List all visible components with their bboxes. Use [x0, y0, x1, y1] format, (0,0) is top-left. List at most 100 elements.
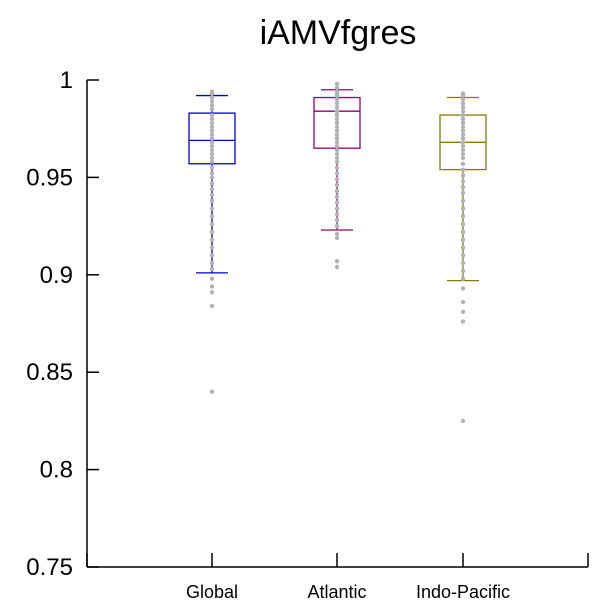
data-point — [460, 268, 466, 274]
data-point — [460, 124, 466, 129]
data-point — [209, 253, 215, 258]
data-point — [209, 171, 215, 176]
data-point — [334, 85, 340, 90]
data-point — [460, 97, 466, 102]
data-point — [209, 132, 215, 137]
data-point — [460, 101, 466, 106]
data-point — [460, 120, 466, 126]
x-tick-label: Indo-Pacific — [416, 582, 510, 602]
data-point — [334, 235, 340, 240]
data-point — [460, 128, 466, 133]
data-point — [460, 184, 466, 190]
data-point — [209, 144, 215, 149]
data-point — [334, 81, 340, 87]
data-point — [209, 112, 215, 118]
data-point — [460, 112, 466, 118]
data-point — [209, 140, 215, 145]
data-point — [460, 229, 466, 235]
data-point — [334, 264, 340, 270]
data-point — [460, 319, 466, 324]
x-tick-label: Atlantic — [307, 582, 366, 602]
data-point — [460, 276, 466, 281]
data-point — [209, 107, 215, 112]
data-point — [209, 124, 215, 129]
data-point — [334, 218, 340, 223]
data-point — [460, 173, 466, 178]
data-point — [460, 253, 466, 258]
data-point — [209, 175, 215, 180]
data-point — [460, 245, 466, 250]
data-point — [334, 136, 340, 141]
data-point — [209, 237, 215, 242]
data-point — [334, 155, 340, 161]
data-point — [334, 97, 340, 102]
data-point — [460, 155, 466, 161]
data-point — [334, 147, 340, 153]
data-point — [460, 147, 466, 153]
data-point — [209, 284, 215, 289]
data-point — [334, 177, 340, 182]
y-tick-label: 1 — [60, 67, 73, 94]
data-point — [334, 194, 340, 200]
x-axis-ticks: Global Atlantic Indo-Pacific — [86, 553, 589, 602]
data-point — [460, 116, 466, 122]
y-tick-label: 0.95 — [26, 164, 73, 191]
data-point — [334, 108, 340, 114]
data-point — [460, 151, 466, 157]
data-point — [334, 112, 340, 118]
data-point — [460, 93, 466, 98]
data-point — [460, 140, 466, 145]
data-point — [460, 132, 466, 137]
data-point — [209, 136, 215, 141]
data-point — [334, 116, 340, 122]
data-point — [209, 99, 215, 104]
data-point — [460, 418, 466, 424]
y-tick-label: 0.9 — [40, 262, 73, 289]
data-point — [334, 128, 340, 133]
data-point — [209, 290, 215, 295]
data-point — [209, 389, 215, 394]
data-point — [334, 140, 340, 145]
data-point — [209, 192, 215, 198]
data-point — [460, 309, 466, 315]
data-point — [460, 105, 466, 110]
data-point — [209, 147, 215, 153]
data-point — [334, 159, 340, 165]
data-point — [209, 181, 215, 186]
y-tick-label: 0.8 — [40, 457, 73, 484]
data-point — [209, 260, 215, 266]
chart-title: iAMVfgres — [260, 14, 417, 52]
data-point — [460, 190, 466, 196]
data-point — [209, 245, 215, 250]
data-point — [460, 206, 466, 211]
data-point — [334, 206, 340, 211]
data-point — [209, 221, 215, 227]
data-point — [334, 144, 340, 149]
data-point — [209, 206, 215, 211]
data-point — [334, 105, 340, 110]
data-point — [334, 165, 340, 170]
data-point — [209, 303, 215, 309]
data-point — [209, 266, 215, 272]
data-point — [209, 155, 215, 161]
data-point — [334, 258, 340, 264]
data-point — [334, 120, 340, 126]
data-point — [334, 93, 340, 98]
data-point — [460, 179, 466, 184]
data-point — [334, 124, 340, 129]
data-point — [460, 144, 466, 149]
y-axis-ticks: 0.75 0.8 0.85 0.9 0.95 1 — [26, 67, 99, 581]
data-point — [334, 188, 340, 194]
data-point — [209, 95, 215, 100]
box-global — [188, 89, 236, 394]
data-point — [209, 165, 215, 170]
data-point — [334, 101, 340, 106]
data-point — [209, 186, 215, 192]
x-tick-label: Global — [186, 582, 238, 602]
data-point — [209, 116, 215, 122]
data-point — [460, 299, 466, 305]
data-point — [460, 136, 466, 141]
data-point — [209, 198, 215, 203]
data-point — [460, 198, 466, 203]
